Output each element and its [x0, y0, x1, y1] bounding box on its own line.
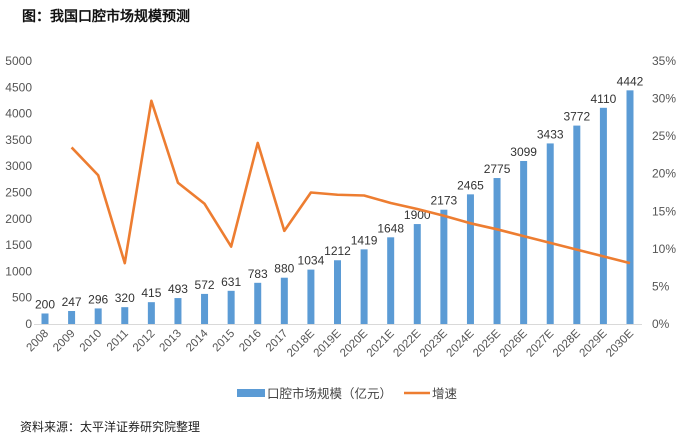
bar-data-label: 1419 [351, 233, 378, 247]
legend-label-line: 增速 [432, 386, 458, 401]
left-axis-tick: 5000 [5, 54, 32, 68]
bar-data-label: 3772 [563, 110, 590, 124]
bar [599, 107, 607, 325]
right-axis-tick: 35% [652, 54, 676, 68]
bar [280, 277, 288, 324]
bar [413, 224, 421, 324]
bar-data-label: 631 [221, 275, 241, 289]
left-axis-tick: 500 [12, 291, 32, 305]
bar [626, 90, 634, 324]
bar [174, 298, 182, 324]
bar [440, 209, 448, 324]
bar-data-label: 783 [248, 267, 268, 281]
bar-data-label: 880 [274, 262, 294, 276]
x-axis-tick: 2010 [78, 328, 105, 355]
bar-data-label: 1648 [377, 221, 404, 235]
bar-data-label: 200 [35, 297, 55, 311]
bar [121, 307, 129, 324]
left-axis-tick: 0 [25, 317, 32, 331]
x-axis-tick: 2019E [312, 327, 344, 359]
x-axis-tick: 2029E [578, 327, 610, 359]
left-axis-tick: 4000 [5, 107, 32, 121]
x-axis-tick: 2011 [105, 328, 131, 354]
x-axis-tick: 2022E [391, 327, 423, 359]
x-axis-tick: 2026E [498, 327, 530, 359]
bar [307, 269, 315, 324]
legend-label-bar: 口腔市场规模（亿元） [267, 386, 392, 401]
left-axis-tick: 1000 [5, 264, 32, 278]
left-axis-tick: 2000 [5, 212, 32, 226]
bar-data-label: 3433 [537, 127, 564, 141]
bar-data-label: 296 [88, 292, 108, 306]
bar [147, 302, 155, 324]
x-axis-tick: 2021E [365, 327, 397, 359]
growth-line [70, 99, 631, 265]
bar [520, 160, 528, 324]
bar [493, 178, 501, 324]
bar-data-label: 2775 [484, 162, 511, 176]
x-axis-tick: 2028E [551, 327, 583, 359]
bar-data-label: 2465 [457, 178, 484, 192]
right-axis-tick: 10% [652, 242, 676, 256]
x-axis-tick: 2016 [237, 328, 264, 355]
bar-data-label: 3099 [510, 145, 537, 159]
right-axis-tick: 25% [652, 129, 676, 143]
chart: 0 500 1000 1500 2000 2500 3000 3500 4000 4500 5000… [5, 54, 676, 401]
figure-title: 图：我国口腔市场规模预测 [22, 9, 190, 25]
x-axis-tick: 2013 [157, 328, 184, 355]
x-axis-tick: 2023E [418, 327, 450, 359]
right-axis-tick: 0% [652, 317, 670, 331]
bar [68, 311, 76, 324]
bar [41, 313, 49, 324]
left-axis-tick: 3000 [5, 159, 32, 173]
bar [201, 293, 209, 324]
bar-data-label: 320 [115, 291, 135, 305]
right-axis-tick: 5% [652, 279, 670, 293]
bar-data-label: 2173 [431, 194, 458, 208]
bar [546, 143, 554, 324]
bar-data-label: 493 [168, 282, 188, 296]
x-axis-tick: 2012 [131, 328, 158, 355]
left-axis-tick: 3500 [5, 133, 32, 147]
x-axis-tick: 2015 [211, 328, 238, 355]
bar [387, 237, 395, 324]
left-axis-tick: 1500 [5, 238, 32, 252]
x-axis-tick: 2024E [445, 327, 477, 359]
bar [227, 290, 235, 324]
x-axis-tick: 2030E [604, 327, 636, 359]
bar-data-label: 4110 [591, 92, 617, 106]
legend-swatch-bar [237, 389, 265, 397]
bar-data-label: 4442 [617, 74, 644, 88]
right-axis-tick: 15% [652, 204, 676, 218]
bar-data-label: 1034 [298, 254, 325, 268]
x-axis-tick: 2014 [184, 327, 211, 354]
bar [360, 249, 368, 324]
left-axis-tick: 4500 [5, 80, 32, 94]
bar-data-label: 1212 [324, 244, 351, 258]
bar [254, 282, 262, 324]
bar [334, 260, 341, 324]
bar [466, 194, 474, 324]
x-axis-tick: 2008 [25, 328, 52, 355]
bar-data-label: 572 [195, 278, 215, 292]
source-note: 资料来源：太平洋证券研究院整理 [20, 420, 201, 434]
right-axis-tick: 20% [652, 167, 676, 181]
bar-data-label: 247 [62, 295, 82, 309]
right-axis-tick: 30% [652, 92, 676, 106]
x-axis-tick: 2018E [285, 327, 317, 359]
bar [94, 308, 102, 324]
bar [573, 125, 581, 324]
x-axis-tick: 2009 [51, 328, 78, 355]
bar-data-label: 415 [141, 286, 161, 300]
left-axis-tick: 2500 [5, 186, 32, 200]
x-axis-tick: 2027E [524, 327, 556, 359]
x-axis-tick: 2020E [338, 327, 370, 359]
x-axis-tick: 2025E [471, 327, 503, 359]
